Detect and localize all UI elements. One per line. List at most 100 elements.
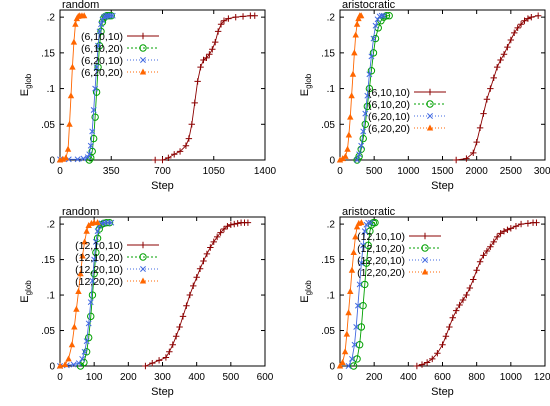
y-axis-label: Eglob [19,280,33,303]
data-point [213,233,221,241]
data-point [151,156,159,164]
chart-panel-1: random 0 .05 .1 .15 .2 0 350 700 1050 1400 Step Eglo… [19,0,277,192]
chart-panel-3: random 0 .05 .1 .15 .2 0 100 200 300 400 500 600 Step… [19,206,274,398]
data-point [94,219,101,226]
data-point [89,128,96,135]
data-point [365,219,372,226]
series-(12,20,10) [345,219,374,369]
data-point [452,307,460,314]
data-point [350,248,357,255]
data-point [364,92,371,99]
data-point [442,333,450,340]
legend: (12,10,10)(12,10,20)(12,20,10)(12,20,20) [357,231,441,279]
data-point [512,223,520,230]
data-point [434,350,441,357]
data-point [385,12,393,20]
data-point [186,291,194,299]
series-(6,10,10) [452,12,542,164]
data-point [227,221,235,229]
data-point [359,134,367,143]
data-point [220,17,228,24]
data-point [364,241,372,250]
x-tick-label: 400 [400,372,417,383]
y-tick-label: .05 [41,326,55,337]
data-point [353,223,361,230]
data-point [107,12,114,19]
data-point [94,63,102,71]
y-tick-label: .2 [47,13,56,24]
data-point [165,154,172,162]
data-point [73,305,80,312]
data-point [244,219,252,226]
data-point [357,12,365,19]
data-point [203,250,211,258]
data-point [507,225,515,232]
legend-label: (6,10,10) [81,31,123,43]
data-point [533,219,540,226]
legend-marker [426,100,434,108]
data-point [370,35,377,42]
data-point [459,296,467,304]
x-tick-label: 800 [468,372,485,383]
data-point [188,121,195,128]
data-point [344,145,351,152]
series-line [416,222,537,367]
data-point [349,355,355,362]
x-tick-label: 350 [103,166,120,177]
data-point [182,142,190,149]
data-point [159,156,166,164]
data-point [534,12,542,19]
y-axis-label: Eglob [299,280,313,303]
y-tick-label: 0 [329,156,335,167]
data-point [87,299,94,306]
data-point [345,309,352,316]
data-point [176,323,183,331]
y-tick-label: .2 [327,13,336,24]
x-tick-label: 2500 [500,166,523,177]
data-point [89,277,96,284]
data-point [483,96,491,103]
data-point [87,312,95,321]
data-point [162,354,170,361]
data-point [80,358,88,367]
legend-marker [422,257,428,263]
data-point [191,99,198,107]
y-tick-label: 0 [49,156,55,167]
x-tick-label: 0 [337,166,343,177]
legend-marker [139,241,147,249]
legend-label: (12,10,10) [75,240,123,252]
x-tick-label: 0 [57,372,63,383]
x-tick-label: 100 [86,372,103,383]
data-point [95,42,102,49]
data-point [347,113,354,120]
data-point [423,359,431,366]
data-point [79,355,86,362]
data-point [357,323,366,331]
data-point [207,244,214,251]
data-point [463,291,470,299]
data-point [351,49,358,56]
y-tick-label: .1 [47,291,56,302]
data-point [473,267,480,274]
data-point [480,110,487,117]
data-point [200,257,207,265]
data-point [179,313,187,320]
x-tick-label: 600 [434,372,451,383]
data-point [209,46,216,53]
legend-label: (6,20,10) [81,55,123,67]
data-point [217,229,224,236]
data-point [251,12,258,19]
y-tick-label: .1 [327,291,336,302]
x-tick-label: 1400 [254,166,277,177]
data-point [84,154,91,161]
data-point [358,219,365,226]
x-tick-label: 600 [257,372,274,383]
panel-title: random [62,206,99,218]
data-point [56,362,64,369]
data-point [511,29,518,37]
data-point [75,288,82,294]
x-tick-label: 400 [188,372,205,383]
y-tick-label: 0 [329,362,335,373]
data-point [353,355,361,363]
legend-marker [421,244,429,252]
